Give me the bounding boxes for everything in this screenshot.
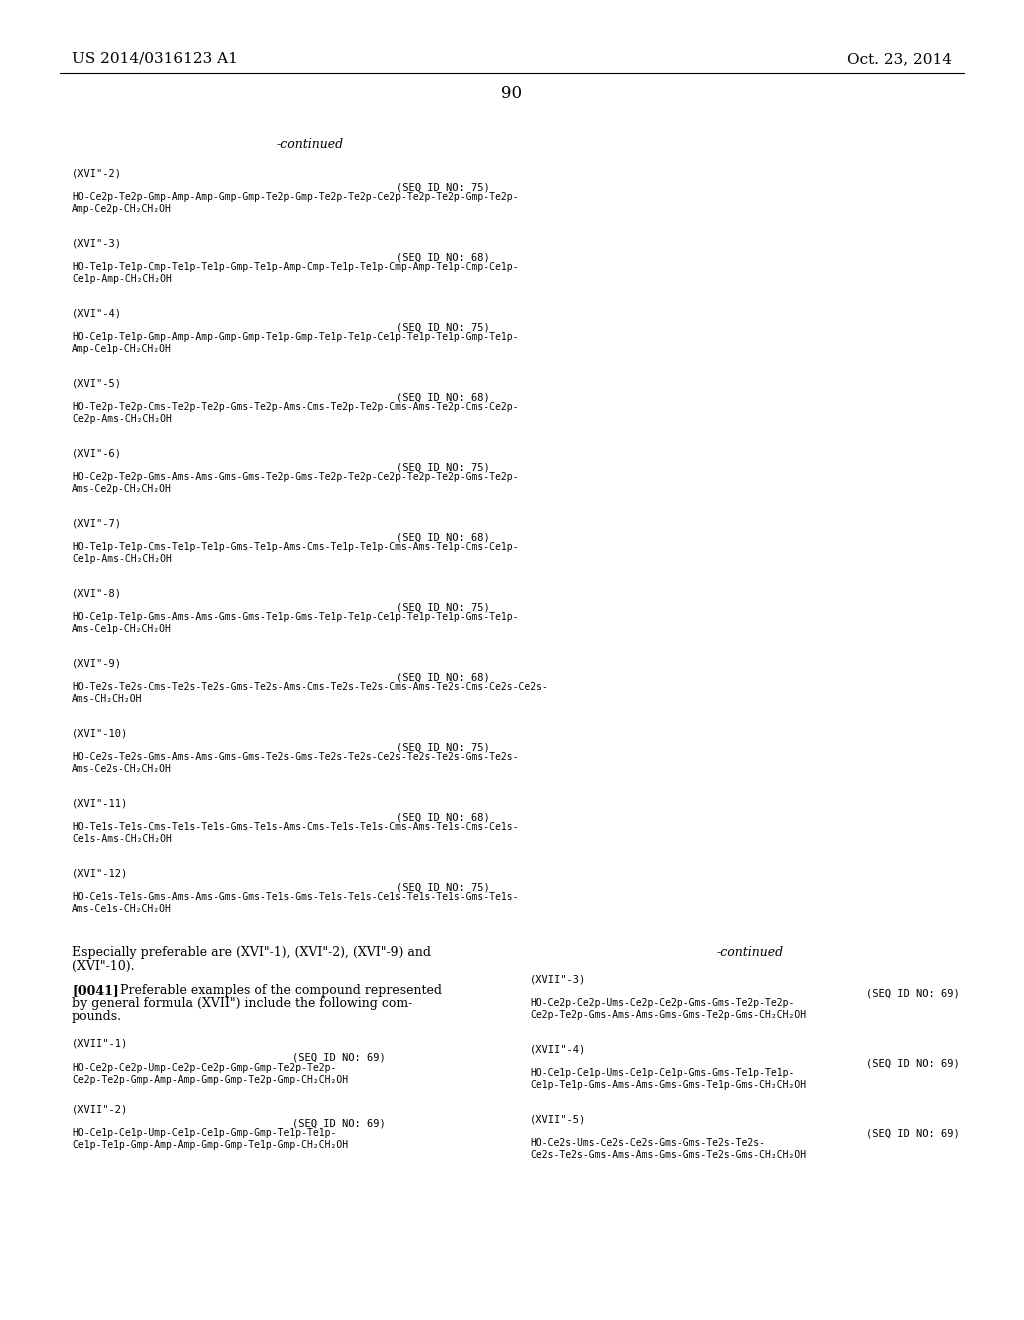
Text: (SEQ ID NO: 75): (SEQ ID NO: 75)	[396, 182, 490, 191]
Text: (XVI"-3): (XVI"-3)	[72, 238, 122, 248]
Text: (SEQ ID NO: 68): (SEQ ID NO: 68)	[396, 812, 490, 822]
Text: (SEQ ID NO: 68): (SEQ ID NO: 68)	[396, 532, 490, 543]
Text: (XVI"-8): (XVI"-8)	[72, 587, 122, 598]
Text: (XVII"-1): (XVII"-1)	[72, 1039, 128, 1049]
Text: Amp-Ce2p-CH₂CH₂OH: Amp-Ce2p-CH₂CH₂OH	[72, 205, 172, 214]
Text: HO-Te2p-Te2p-Cms-Te2p-Te2p-Gms-Te2p-Ams-Cms-Te2p-Te2p-Cms-Ams-Te2p-Cms-Ce2p-: HO-Te2p-Te2p-Cms-Te2p-Te2p-Gms-Te2p-Ams-…	[72, 403, 518, 412]
Text: US 2014/0316123 A1: US 2014/0316123 A1	[72, 51, 238, 66]
Text: (SEQ ID NO: 69): (SEQ ID NO: 69)	[292, 1118, 386, 1129]
Text: HO-Te1s-Te1s-Cms-Te1s-Te1s-Gms-Te1s-Ams-Cms-Te1s-Te1s-Cms-Ams-Te1s-Cms-Ce1s-: HO-Te1s-Te1s-Cms-Te1s-Te1s-Gms-Te1s-Ams-…	[72, 822, 518, 832]
Text: (XVI"-11): (XVI"-11)	[72, 799, 128, 808]
Text: (XVI"-5): (XVI"-5)	[72, 378, 122, 388]
Text: Ams-Ce2s-CH₂CH₂OH: Ams-Ce2s-CH₂CH₂OH	[72, 764, 172, 774]
Text: (XVII"-3): (XVII"-3)	[530, 974, 587, 983]
Text: (XVI"-7): (XVI"-7)	[72, 517, 122, 528]
Text: HO-Te1p-Te1p-Cms-Te1p-Te1p-Gms-Te1p-Ams-Cms-Te1p-Te1p-Cms-Ams-Te1p-Cms-Ce1p-: HO-Te1p-Te1p-Cms-Te1p-Te1p-Gms-Te1p-Ams-…	[72, 543, 518, 552]
Text: (XVI"-10).: (XVI"-10).	[72, 960, 134, 973]
Text: Ce2p-Ams-CH₂CH₂OH: Ce2p-Ams-CH₂CH₂OH	[72, 414, 172, 424]
Text: HO-Ce1p-Te1p-Gmp-Amp-Amp-Gmp-Gmp-Te1p-Gmp-Te1p-Te1p-Ce1p-Te1p-Te1p-Gmp-Te1p-: HO-Ce1p-Te1p-Gmp-Amp-Amp-Gmp-Gmp-Te1p-Gm…	[72, 333, 518, 342]
Text: (SEQ ID NO: 75): (SEQ ID NO: 75)	[396, 462, 490, 473]
Text: Oct. 23, 2014: Oct. 23, 2014	[847, 51, 952, 66]
Text: (SEQ ID NO: 75): (SEQ ID NO: 75)	[396, 602, 490, 612]
Text: -continued: -continued	[717, 946, 783, 960]
Text: HO-Ce1p-Ce1p-Ump-Ce1p-Ce1p-Gmp-Gmp-Te1p-Te1p-: HO-Ce1p-Ce1p-Ump-Ce1p-Ce1p-Gmp-Gmp-Te1p-…	[72, 1129, 336, 1138]
Text: (SEQ ID NO: 68): (SEQ ID NO: 68)	[396, 252, 490, 261]
Text: Preferable examples of the compound represented: Preferable examples of the compound repr…	[112, 983, 442, 997]
Text: (XVI"-9): (XVI"-9)	[72, 657, 122, 668]
Text: (XVI"-6): (XVI"-6)	[72, 447, 122, 458]
Text: (SEQ ID NO: 68): (SEQ ID NO: 68)	[396, 392, 490, 403]
Text: HO-Te1p-Te1p-Cmp-Te1p-Te1p-Gmp-Te1p-Amp-Cmp-Te1p-Te1p-Cmp-Amp-Te1p-Cmp-Ce1p-: HO-Te1p-Te1p-Cmp-Te1p-Te1p-Gmp-Te1p-Amp-…	[72, 261, 518, 272]
Text: (SEQ ID NO: 69): (SEQ ID NO: 69)	[292, 1053, 386, 1063]
Text: by general formula (XVII") include the following com-: by general formula (XVII") include the f…	[72, 997, 413, 1010]
Text: HO-Ce1p-Te1p-Gms-Ams-Ams-Gms-Gms-Te1p-Gms-Te1p-Te1p-Ce1p-Te1p-Te1p-Gms-Te1p-: HO-Ce1p-Te1p-Gms-Ams-Ams-Gms-Gms-Te1p-Gm…	[72, 612, 518, 622]
Text: [0041]: [0041]	[72, 983, 119, 997]
Text: HO-Ce2p-Ce2p-Ump-Ce2p-Ce2p-Gmp-Gmp-Te2p-Te2p-: HO-Ce2p-Ce2p-Ump-Ce2p-Ce2p-Gmp-Gmp-Te2p-…	[72, 1063, 336, 1073]
Text: HO-Ce2s-Te2s-Gms-Ams-Ams-Gms-Gms-Te2s-Gms-Te2s-Te2s-Ce2s-Te2s-Te2s-Gms-Te2s-: HO-Ce2s-Te2s-Gms-Ams-Ams-Gms-Gms-Te2s-Gm…	[72, 752, 518, 762]
Text: HO-Ce1p-Ce1p-Ums-Ce1p-Ce1p-Gms-Gms-Te1p-Te1p-: HO-Ce1p-Ce1p-Ums-Ce1p-Ce1p-Gms-Gms-Te1p-…	[530, 1068, 795, 1078]
Text: Ams-Ce1p-CH₂CH₂OH: Ams-Ce1p-CH₂CH₂OH	[72, 624, 172, 634]
Text: Ce2p-Te2p-Gms-Ams-Ams-Gms-Gms-Te2p-Gms-CH₂CH₂OH: Ce2p-Te2p-Gms-Ams-Ams-Gms-Gms-Te2p-Gms-C…	[530, 1010, 806, 1020]
Text: Ce1p-Te1p-Gmp-Amp-Amp-Gmp-Gmp-Te1p-Gmp-CH₂CH₂OH: Ce1p-Te1p-Gmp-Amp-Amp-Gmp-Gmp-Te1p-Gmp-C…	[72, 1140, 348, 1150]
Text: (XVI"-10): (XVI"-10)	[72, 729, 128, 738]
Text: (XVII"-5): (XVII"-5)	[530, 1114, 587, 1125]
Text: HO-Te2s-Te2s-Cms-Te2s-Te2s-Gms-Te2s-Ams-Cms-Te2s-Te2s-Cms-Ams-Te2s-Cms-Ce2s-Ce2s: HO-Te2s-Te2s-Cms-Te2s-Te2s-Gms-Te2s-Ams-…	[72, 682, 548, 692]
Text: Ce1s-Ams-CH₂CH₂OH: Ce1s-Ams-CH₂CH₂OH	[72, 834, 172, 843]
Text: Ams-Ce1s-CH₂CH₂OH: Ams-Ce1s-CH₂CH₂OH	[72, 904, 172, 913]
Text: (SEQ ID NO: 69): (SEQ ID NO: 69)	[866, 1059, 961, 1068]
Text: Ams-Ce2p-CH₂CH₂OH: Ams-Ce2p-CH₂CH₂OH	[72, 484, 172, 494]
Text: HO-Ce2s-Ums-Ce2s-Ce2s-Gms-Gms-Te2s-Te2s-: HO-Ce2s-Ums-Ce2s-Ce2s-Gms-Gms-Te2s-Te2s-	[530, 1138, 765, 1148]
Text: Ce1p-Te1p-Gms-Ams-Ams-Gms-Gms-Te1p-Gms-CH₂CH₂OH: Ce1p-Te1p-Gms-Ams-Ams-Gms-Gms-Te1p-Gms-C…	[530, 1080, 806, 1090]
Text: Ams-CH₂CH₂OH: Ams-CH₂CH₂OH	[72, 694, 142, 704]
Text: (SEQ ID NO: 75): (SEQ ID NO: 75)	[396, 322, 490, 333]
Text: Ce2p-Te2p-Gmp-Amp-Amp-Gmp-Gmp-Te2p-Gmp-CH₂CH₂OH: Ce2p-Te2p-Gmp-Amp-Amp-Gmp-Gmp-Te2p-Gmp-C…	[72, 1074, 348, 1085]
Text: (SEQ ID NO: 69): (SEQ ID NO: 69)	[866, 1129, 961, 1138]
Text: Ce2s-Te2s-Gms-Ams-Ams-Gms-Gms-Te2s-Gms-CH₂CH₂OH: Ce2s-Te2s-Gms-Ams-Ams-Gms-Gms-Te2s-Gms-C…	[530, 1150, 806, 1160]
Text: pounds.: pounds.	[72, 1010, 122, 1023]
Text: HO-Ce2p-Te2p-Gms-Ams-Ams-Gms-Gms-Te2p-Gms-Te2p-Te2p-Ce2p-Te2p-Te2p-Gms-Te2p-: HO-Ce2p-Te2p-Gms-Ams-Ams-Gms-Gms-Te2p-Gm…	[72, 473, 518, 482]
Text: Especially preferable are (XVI"-1), (XVI"-2), (XVI"-9) and: Especially preferable are (XVI"-1), (XVI…	[72, 946, 431, 960]
Text: Ce1p-Ams-CH₂CH₂OH: Ce1p-Ams-CH₂CH₂OH	[72, 554, 172, 564]
Text: (SEQ ID NO: 75): (SEQ ID NO: 75)	[396, 742, 490, 752]
Text: (XVI"-4): (XVI"-4)	[72, 308, 122, 318]
Text: (XVI"-2): (XVI"-2)	[72, 168, 122, 178]
Text: HO-Ce2p-Te2p-Gmp-Amp-Amp-Gmp-Gmp-Te2p-Gmp-Te2p-Te2p-Ce2p-Te2p-Te2p-Gmp-Te2p-: HO-Ce2p-Te2p-Gmp-Amp-Amp-Gmp-Gmp-Te2p-Gm…	[72, 191, 518, 202]
Text: Amp-Ce1p-CH₂CH₂OH: Amp-Ce1p-CH₂CH₂OH	[72, 345, 172, 354]
Text: (XVII"-4): (XVII"-4)	[530, 1044, 587, 1053]
Text: HO-Ce2p-Ce2p-Ums-Ce2p-Ce2p-Gms-Gms-Te2p-Te2p-: HO-Ce2p-Ce2p-Ums-Ce2p-Ce2p-Gms-Gms-Te2p-…	[530, 998, 795, 1008]
Text: (SEQ ID NO: 68): (SEQ ID NO: 68)	[396, 672, 490, 682]
Text: (XVII"-2): (XVII"-2)	[72, 1104, 128, 1114]
Text: Ce1p-Amp-CH₂CH₂OH: Ce1p-Amp-CH₂CH₂OH	[72, 275, 172, 284]
Text: -continued: -continued	[276, 139, 344, 150]
Text: 90: 90	[502, 84, 522, 102]
Text: (SEQ ID NO: 69): (SEQ ID NO: 69)	[866, 987, 961, 998]
Text: (XVI"-12): (XVI"-12)	[72, 869, 128, 878]
Text: (SEQ ID NO: 75): (SEQ ID NO: 75)	[396, 882, 490, 892]
Text: HO-Ce1s-Te1s-Gms-Ams-Ams-Gms-Gms-Te1s-Gms-Te1s-Te1s-Ce1s-Te1s-Te1s-Gms-Te1s-: HO-Ce1s-Te1s-Gms-Ams-Ams-Gms-Gms-Te1s-Gm…	[72, 892, 518, 902]
